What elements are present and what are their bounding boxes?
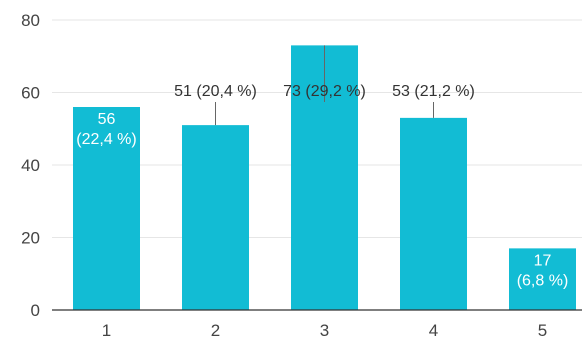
data-label: 51 (20,4 %) [174, 83, 257, 100]
data-labels: 56 (22,4 %) 51 (20,4 %) 73 (29,2 %) 53 (21,2… [76, 45, 568, 289]
x-tick-label: 5 [538, 321, 547, 340]
x-tick-label: 2 [211, 321, 220, 340]
y-tick-label: 60 [21, 84, 40, 103]
bar-2 [182, 125, 249, 310]
data-label: (6,8 %) [517, 272, 569, 289]
y-tick-label: 40 [21, 156, 40, 175]
y-axis-tick-labels: 0 20 40 60 80 [21, 11, 40, 320]
data-label: 73 (29,2 %) [283, 83, 366, 100]
bar-5 [509, 248, 576, 310]
y-tick-label: 0 [31, 301, 40, 320]
x-axis-tick-labels: 1 2 3 4 5 [102, 321, 547, 340]
x-tick-label: 3 [320, 321, 329, 340]
data-label: (22,4 %) [76, 131, 136, 148]
y-tick-label: 80 [21, 11, 40, 30]
x-tick-label: 1 [102, 321, 111, 340]
bar-4 [400, 117, 467, 310]
x-tick-label: 4 [429, 321, 438, 340]
data-label: 17 [534, 252, 552, 269]
data-label: 53 (21,2 %) [392, 83, 475, 100]
bar-1 [73, 107, 140, 310]
data-label: 56 [98, 111, 116, 128]
y-tick-label: 20 [21, 229, 40, 248]
